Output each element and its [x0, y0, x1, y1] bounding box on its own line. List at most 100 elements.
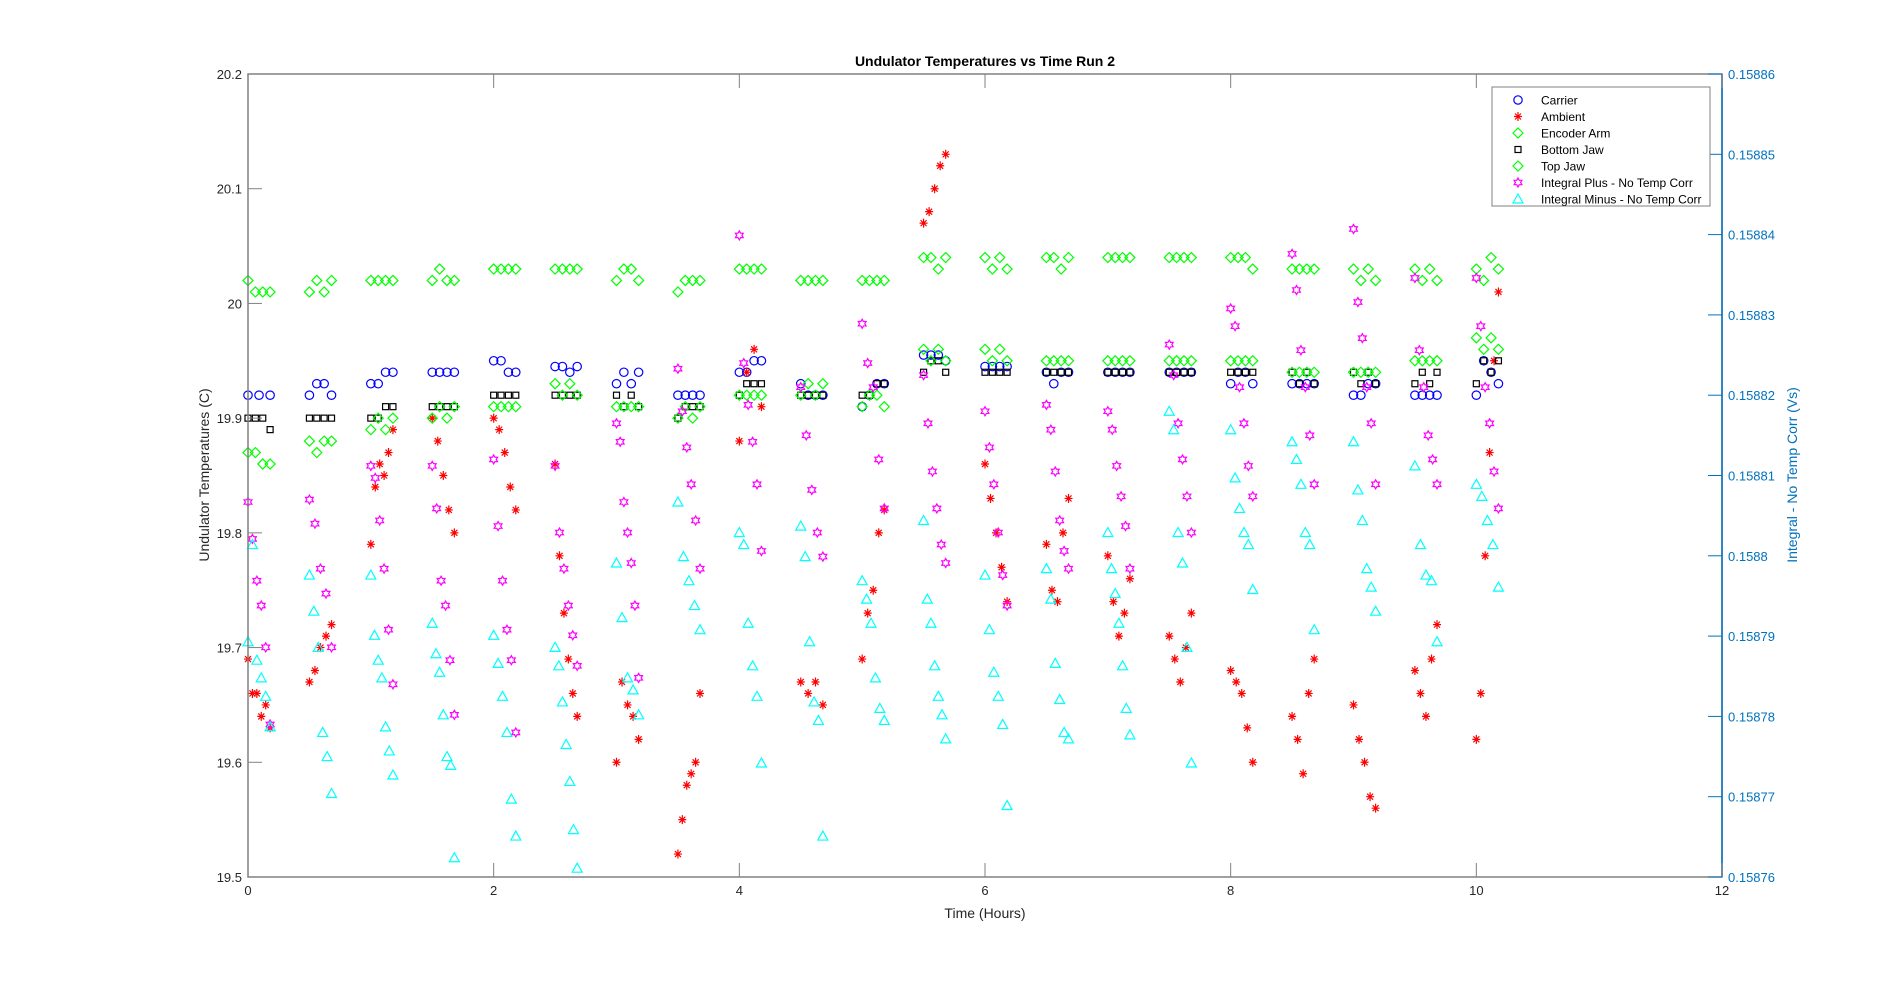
data-point — [1062, 354, 1075, 367]
data-point — [492, 657, 505, 669]
data-point — [633, 672, 644, 684]
data-point — [449, 367, 460, 378]
data-point — [1242, 538, 1255, 550]
data-point — [694, 274, 706, 287]
data-point — [984, 441, 995, 454]
data-point — [986, 263, 999, 275]
data-point — [1042, 539, 1051, 549]
data-point — [1123, 728, 1136, 740]
data-point — [496, 355, 506, 366]
data-point — [690, 514, 701, 527]
ticks: 0 2 4 6 8 10 12 19.5 19.6 19.7 19.8 19.9 20 20.1 20.2 0… — [217, 67, 1775, 898]
data-point — [364, 568, 377, 580]
legend-marker-icon — [1512, 127, 1524, 139]
data-point — [555, 551, 564, 561]
data-point — [510, 367, 521, 378]
data-point — [1472, 734, 1481, 744]
data-point — [488, 453, 499, 466]
data-point — [1120, 702, 1133, 713]
data-point — [1116, 490, 1127, 503]
data-point — [1041, 399, 1052, 411]
data-point — [321, 750, 334, 762]
data-point — [988, 478, 999, 491]
data-point — [629, 599, 640, 612]
data-point — [1044, 592, 1057, 604]
data-point — [248, 688, 257, 698]
data-point — [860, 592, 873, 604]
data-point — [383, 623, 394, 636]
legend-marker-icon — [1514, 112, 1522, 121]
data-point — [1414, 344, 1425, 356]
data-point — [1185, 354, 1198, 367]
data-point — [1470, 331, 1483, 344]
data-point — [426, 617, 439, 628]
data-point — [925, 251, 937, 264]
data-point — [326, 390, 337, 400]
data-point — [1064, 368, 1073, 376]
data-point — [571, 263, 584, 275]
data-point — [386, 768, 399, 780]
legend-box — [1491, 86, 1711, 207]
data-point — [310, 666, 319, 676]
data-point — [563, 775, 576, 787]
data-point — [737, 538, 750, 550]
data-point — [993, 343, 1006, 356]
data-point — [265, 718, 276, 731]
data-point — [1485, 448, 1494, 458]
data-point — [993, 251, 1006, 264]
data-point — [1165, 631, 1174, 641]
data-point — [1040, 562, 1053, 574]
data-point — [1057, 368, 1065, 376]
data-point — [987, 665, 1000, 677]
data-marks — [241, 149, 1505, 873]
data-point — [1294, 378, 1305, 389]
data-point — [375, 459, 384, 469]
data-point — [869, 671, 882, 683]
data-point — [981, 459, 989, 469]
data-point — [1291, 284, 1302, 296]
data-point — [632, 708, 645, 720]
data-point — [1125, 574, 1134, 584]
data-point — [616, 611, 629, 623]
data-point — [857, 318, 868, 330]
data-point — [997, 569, 1008, 581]
data-point — [687, 390, 698, 400]
data-point — [1048, 378, 1059, 389]
data-point — [626, 378, 637, 389]
data-point — [1187, 608, 1196, 618]
data-point — [1239, 251, 1252, 264]
data-point — [1427, 654, 1436, 664]
data-point — [878, 400, 891, 413]
data-point — [1172, 526, 1185, 538]
data-point — [695, 562, 705, 575]
data-point — [940, 557, 951, 569]
x-tick-label: 6 — [981, 883, 988, 898]
data-point — [1102, 405, 1113, 417]
data-point — [1105, 562, 1118, 574]
data-point — [448, 400, 461, 413]
data-point — [1408, 459, 1421, 471]
data-point — [610, 274, 623, 287]
data-point — [880, 505, 889, 515]
data-point — [1238, 417, 1249, 430]
data-point — [996, 368, 1004, 376]
data-point — [981, 368, 989, 376]
data-point — [1357, 380, 1365, 388]
data-point — [862, 357, 873, 369]
data-point — [919, 218, 928, 228]
data-point — [812, 526, 823, 539]
data-point — [571, 389, 584, 402]
data-point — [551, 459, 560, 469]
data-point — [381, 403, 390, 411]
data-point — [1432, 478, 1442, 491]
data-point — [627, 391, 635, 399]
data-point — [1475, 490, 1488, 501]
data-point — [1489, 465, 1499, 478]
data-point — [1225, 302, 1236, 315]
data-point — [309, 517, 320, 530]
data-point — [979, 343, 991, 356]
data-point — [1351, 483, 1364, 495]
data-point — [1124, 354, 1136, 367]
data-point — [1059, 528, 1067, 538]
data-point — [1369, 366, 1382, 379]
